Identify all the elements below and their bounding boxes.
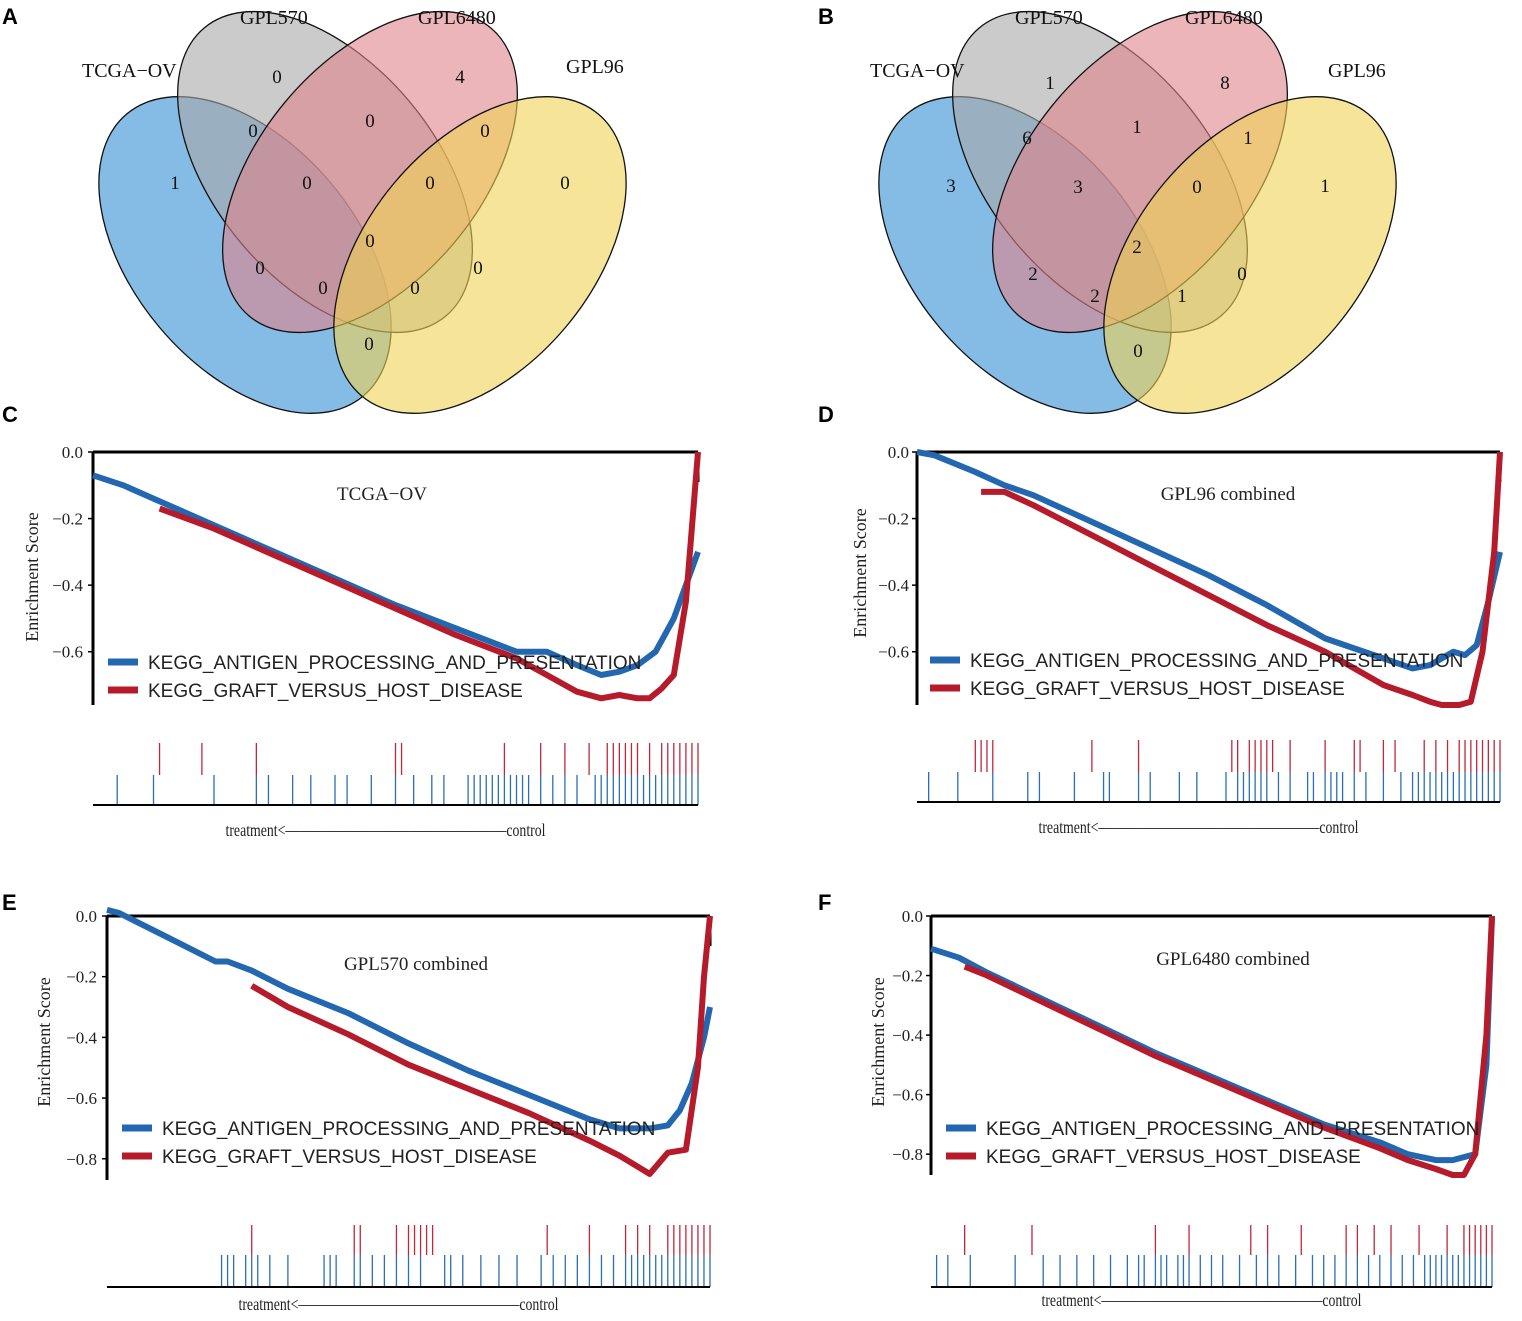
panel-letter-b: B [818,4,834,29]
venn-count: 1 [170,173,180,194]
chart-title: GPL96 combined [1161,484,1296,505]
venn-count: 4 [455,67,465,88]
gsea-plot-c: 0.0 −0.2 −0.4 −0.6 Enrichment Score TCGA−OV KE… [22,443,701,840]
venn-count: 2 [1028,264,1038,285]
venn-count: 0 [365,231,375,252]
y-tick-label: 0.0 [62,443,83,462]
panel-letter-a: A [2,4,18,29]
venn-count: 6 [1022,128,1032,149]
y-tick-label: −0.6 [892,1086,923,1105]
y-tick-label: −0.6 [66,1089,97,1108]
y-tick-label: −0.2 [892,967,923,986]
y-tick-label: −0.6 [878,643,909,662]
legend-label: KEGG_ANTIGEN_PROCESSING_AND_PRESENTATION [148,653,641,674]
y-tick-label: −0.6 [52,643,83,662]
gsea-plot-e: 0.0 −0.2 −0.4 −0.6 −0.8 Enrichment Score GPL57… [34,906,713,1314]
venn-count: 0 [248,121,258,142]
legend-label: KEGG_ANTIGEN_PROCESSING_AND_PRESENTATION [162,1119,655,1140]
venn-count: 0 [365,111,375,132]
venn-label-gpl570: GPL570 [1015,7,1083,29]
panel-letter-e: E [2,890,17,915]
x-axis-label: treatment<————————————————control [1039,817,1359,837]
venn-label-tcga: TCGA−OV [870,60,965,82]
venn-count: 0 [410,278,420,299]
y-tick-label: 0.0 [888,443,909,462]
y-tick-label: −0.2 [52,510,83,529]
venn-label-gpl6480: GPL6480 [1185,7,1263,29]
venn-count: 2 [1132,237,1142,258]
venn-count: 0 [425,173,435,194]
venn-count: 3 [946,176,956,197]
series-line-antigen [106,906,713,1132]
y-axis-label: Enrichment Score [850,508,870,637]
venn-label-gpl570: GPL570 [240,7,308,29]
venn-count: 0 [1237,264,1247,285]
venn-label-gpl96: GPL96 [566,56,624,78]
y-axis-label: Enrichment Score [868,977,888,1106]
venn-set-gpl96 [1103,96,1397,414]
gsea-plot-f: 0.0 −0.2 −0.4 −0.6 −0.8 Enrichment Score GPL64… [868,907,1495,1310]
chart-title: TCGA−OV [337,484,427,505]
series-line-graft [158,451,701,702]
x-axis-label: treatment<————————————————control [1042,1290,1362,1310]
legend-label: KEGG_GRAFT_VERSUS_HOST_DISEASE [162,1147,537,1168]
gsea-plot-d: 0.0 −0.2 −0.4 −0.6 Enrichment Score GPL96 com… [850,443,1503,837]
series-line-antigen [92,472,701,678]
venn-count: 1 [1177,286,1187,307]
venn-count: 0 [364,334,374,355]
y-tick-label: 0.0 [902,907,923,926]
y-tick-label: −0.4 [52,576,83,595]
y-tick-label: −0.4 [892,1026,923,1045]
venn-count: 3 [1073,177,1083,198]
panel-letter-c: C [2,402,18,427]
venn-count: 0 [1133,341,1143,362]
venn-count: 0 [560,173,570,194]
venn-count: 8 [1220,73,1230,94]
series-line-graft [963,915,1495,1178]
venn-count: 2 [1090,286,1100,307]
y-tick-label: −0.2 [66,968,97,987]
chart-title: GPL570 combined [344,954,489,975]
panel-letter-d: D [818,402,834,427]
venn-count: 1 [1132,117,1142,138]
venn-count: 0 [302,173,312,194]
venn-count: 0 [255,258,265,279]
venn-diagram-b: TCGA−OV GPL570 GPL6480 GPL96 3 1 8 1 6 1… [870,7,1397,414]
x-axis-label: treatment<————————————————control [226,820,546,840]
series-line-antigen [916,449,1503,672]
legend-label: KEGG_ANTIGEN_PROCESSING_AND_PRESENTATION [986,1119,1479,1140]
y-tick-label: 0.0 [76,907,97,926]
venn-count: 0 [1192,177,1202,198]
venn-label-tcga: TCGA−OV [82,60,177,82]
chart-title: GPL6480 combined [1156,949,1310,970]
venn-count: 0 [480,121,490,142]
series-line-graft [981,451,1503,708]
venn-diagram-a: TCGA−OV GPL570 GPL6480 GPL96 1 0 4 0 0 0… [82,7,627,414]
venn-count: 0 [473,258,483,279]
venn-count: 1 [1045,73,1055,94]
y-axis-label: Enrichment Score [34,977,54,1106]
y-tick-label: −0.4 [66,1028,97,1047]
y-tick-label: −0.2 [878,510,909,529]
series-line-graft [250,915,713,1177]
legend-label: KEGG_GRAFT_VERSUS_HOST_DISEASE [970,679,1345,700]
y-tick-label: −0.8 [892,1145,923,1164]
panel-letter-f: F [818,890,831,915]
legend-label: KEGG_ANTIGEN_PROCESSING_AND_PRESENTATION [970,651,1463,672]
y-tick-label: −0.4 [878,576,909,595]
legend-label: KEGG_GRAFT_VERSUS_HOST_DISEASE [148,681,523,702]
venn-count: 0 [318,278,328,299]
venn-count: 1 [1320,176,1330,197]
y-tick-label: −0.8 [66,1150,97,1169]
venn-set-gpl96 [333,96,627,414]
legend-label: KEGG_GRAFT_VERSUS_HOST_DISEASE [986,1147,1361,1168]
x-axis-label: treatment<————————————————control [239,1294,559,1314]
y-axis-label: Enrichment Score [22,512,42,641]
venn-label-gpl6480: GPL6480 [418,7,496,29]
venn-count: 0 [272,67,282,88]
venn-label-gpl96: GPL96 [1328,60,1386,82]
venn-count: 1 [1243,128,1253,149]
